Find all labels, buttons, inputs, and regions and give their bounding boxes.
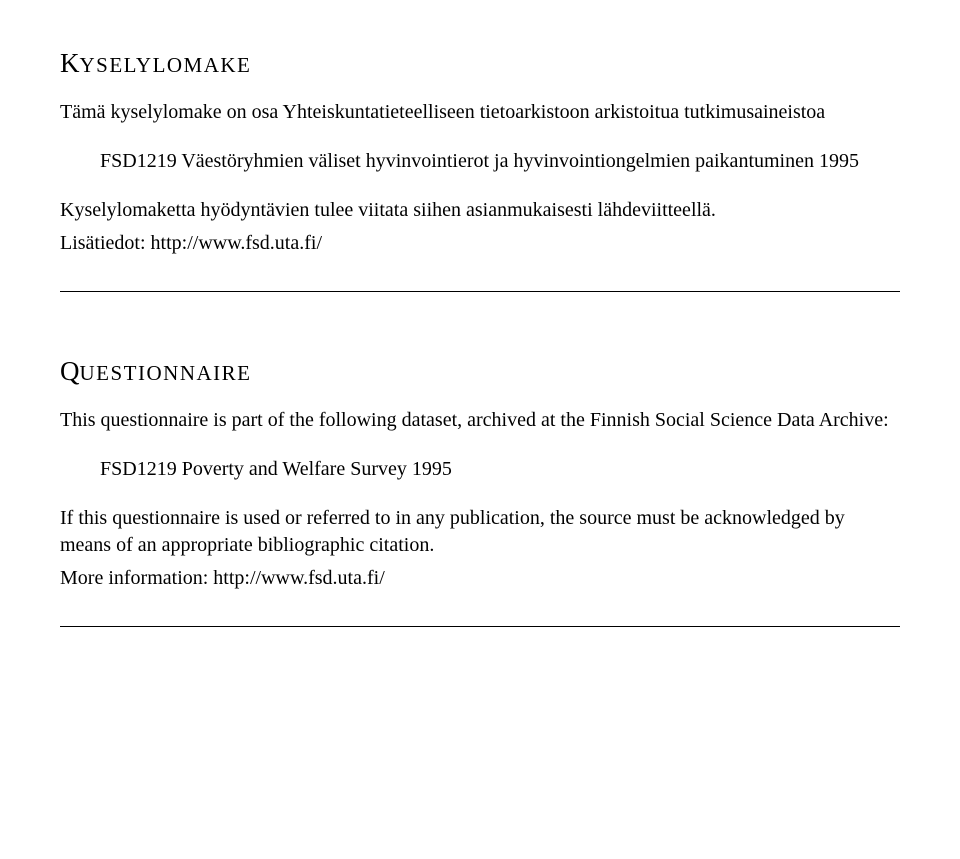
heading-first-letter: Q bbox=[60, 356, 80, 386]
english-intro-text: This questionnaire is part of the follow… bbox=[60, 407, 900, 434]
finnish-section: KYSELYLOMAKE Tämä kyselylomake on osa Yh… bbox=[60, 48, 900, 257]
finnish-intro-text: Tämä kyselylomake on osa Yhteiskuntatiet… bbox=[60, 99, 900, 126]
heading-rest: UESTIONNAIRE bbox=[80, 361, 252, 385]
finnish-dataset-title: FSD1219 Väestöryhmien väliset hyvinvoint… bbox=[100, 148, 900, 175]
english-section: QUESTIONNAIRE This questionnaire is part… bbox=[60, 356, 900, 592]
document-page: KYSELYLOMAKE Tämä kyselylomake on osa Yh… bbox=[0, 0, 960, 627]
section-divider-rule-bottom bbox=[60, 626, 900, 627]
english-dataset-title: FSD1219 Poverty and Welfare Survey 1995 bbox=[100, 456, 900, 483]
heading-rest: YSELYLOMAKE bbox=[80, 53, 252, 77]
finnish-citation-note: Kyselylomaketta hyödyntävien tulee viita… bbox=[60, 197, 900, 224]
english-more-info-url: More information: http://www.fsd.uta.fi/ bbox=[60, 565, 900, 592]
finnish-heading: KYSELYLOMAKE bbox=[60, 48, 900, 79]
heading-first-letter: K bbox=[60, 48, 80, 78]
finnish-more-info-url: Lisätiedot: http://www.fsd.uta.fi/ bbox=[60, 230, 900, 257]
english-citation-note: If this questionnaire is used or referre… bbox=[60, 505, 900, 559]
english-heading: QUESTIONNAIRE bbox=[60, 356, 900, 387]
section-divider-rule-top bbox=[60, 291, 900, 292]
